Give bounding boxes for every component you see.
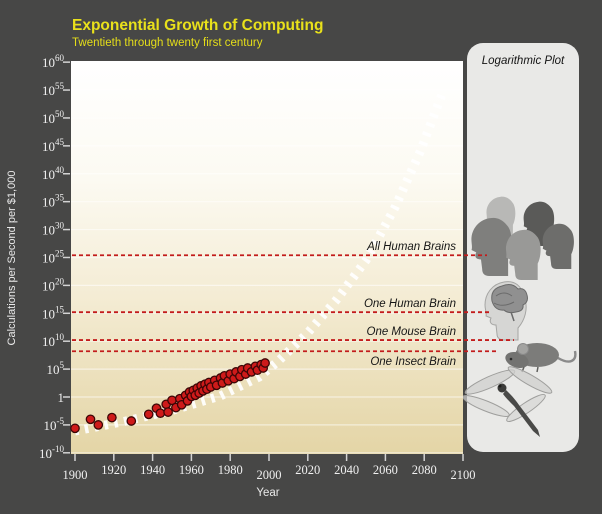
x-tick-label: 2100 bbox=[451, 468, 476, 482]
y-tick-label: 1035 bbox=[42, 193, 65, 210]
dragonfly-image bbox=[462, 366, 553, 437]
y-tick-label: 1010 bbox=[42, 332, 65, 349]
x-tick-label: 2060 bbox=[373, 463, 398, 477]
y-tick-label: 1060 bbox=[42, 53, 65, 70]
y-tick-label: 1045 bbox=[42, 137, 65, 154]
x-tick-label: 2040 bbox=[334, 463, 359, 477]
threshold-label: One Human Brain bbox=[364, 298, 456, 310]
y-tick-label: 1015 bbox=[42, 304, 65, 321]
data-point bbox=[260, 358, 270, 368]
y-axis-label: Calculations per Second per $1,000 bbox=[6, 171, 18, 346]
y-tick-label: 105 bbox=[47, 360, 65, 377]
x-tick-label: 1980 bbox=[218, 463, 243, 477]
y-axis-ticks: 1060 1055 1050 1045 1040 1035 1030 1025 1020 1015… bbox=[39, 53, 70, 461]
data-point bbox=[85, 414, 96, 425]
x-tick-label: 1960 bbox=[179, 463, 204, 477]
y-tick-label: 1040 bbox=[42, 165, 65, 182]
logarithmic-plot-panel: Logarithmic Plot bbox=[462, 43, 579, 452]
data-point bbox=[93, 420, 104, 430]
y-tick-label: 1025 bbox=[42, 248, 65, 265]
panel-title: Logarithmic Plot bbox=[482, 55, 565, 67]
x-axis-ticks: 1900 1920 1940 1960 1980 2000 2020 2040 2060 2080… bbox=[63, 454, 476, 482]
data-point bbox=[155, 408, 166, 419]
y-tick-label: 10-10 bbox=[39, 444, 64, 461]
data-points-layer bbox=[70, 358, 270, 434]
x-tick-label: 1920 bbox=[101, 463, 126, 477]
data-point bbox=[107, 412, 117, 423]
y-tick-label: 1030 bbox=[42, 221, 65, 238]
x-tick-label: 1940 bbox=[140, 463, 165, 477]
data-point bbox=[163, 407, 173, 417]
x-tick-label: 1900 bbox=[63, 468, 88, 482]
threshold-label: All Human Brains bbox=[366, 241, 456, 253]
human-brain-image bbox=[484, 281, 528, 341]
threshold-label: One Insect Brain bbox=[370, 356, 456, 368]
x-tick-label: 2020 bbox=[295, 463, 320, 477]
x-tick-label: 2000 bbox=[257, 468, 282, 482]
chart-title: Exponential Growth of Computing bbox=[72, 17, 323, 34]
threshold-label: One Mouse Brain bbox=[367, 326, 457, 338]
thresholds-layer: All Human Brains One Human Brain One Mouse… bbox=[72, 241, 514, 368]
y-tick-label: 1055 bbox=[42, 81, 65, 98]
y-tick-label: 10-5 bbox=[44, 416, 65, 433]
data-point bbox=[126, 416, 137, 426]
y-tick-label: 1020 bbox=[42, 276, 65, 293]
gridlines bbox=[71, 89, 463, 454]
data-point bbox=[143, 409, 154, 420]
x-tick-label: 2080 bbox=[412, 463, 437, 477]
chart-subtitle: Twentieth through twenty first century bbox=[72, 37, 263, 49]
y-tick-label: 1050 bbox=[42, 109, 65, 126]
mouse-image bbox=[505, 343, 577, 373]
x-axis-label: Year bbox=[256, 487, 279, 499]
y-tick-label: 1 bbox=[58, 390, 65, 405]
data-point bbox=[70, 423, 80, 434]
